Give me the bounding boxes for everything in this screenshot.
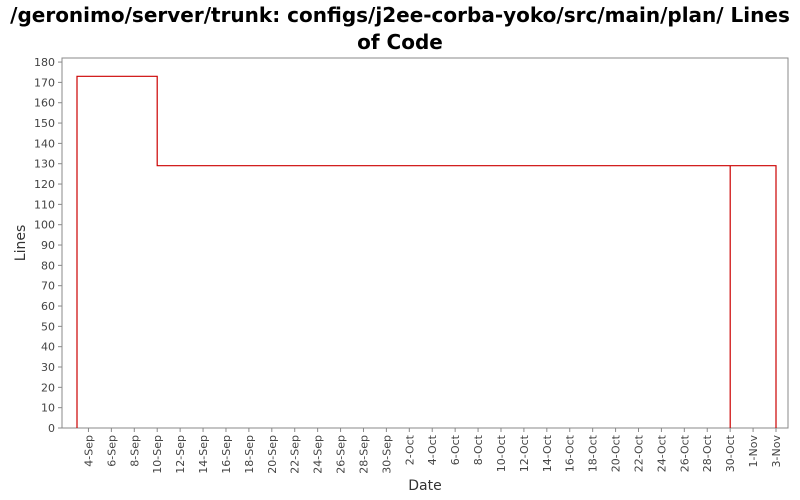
x-tick-label: 14-Sep xyxy=(197,435,210,474)
x-tick-label: 4-Sep xyxy=(82,435,95,467)
y-tick-label: 10 xyxy=(41,402,55,415)
y-tick-label: 40 xyxy=(41,341,55,354)
series-layer xyxy=(76,75,777,428)
y-tick-label: 120 xyxy=(34,178,55,191)
y-tick-label: 180 xyxy=(34,56,55,69)
x-tick-label: 4-Oct xyxy=(426,434,439,465)
x-axis: 4-Sep 6-Sep 8-Sep 10-Sep 12-Sep 14-Sep 16-Sep 1… xyxy=(82,428,783,474)
x-tick-label: 20-Oct xyxy=(610,434,623,472)
x-tick-label: 28-Oct xyxy=(701,434,714,472)
plot-area xyxy=(61,57,789,429)
x-tick-label: 26-Oct xyxy=(678,434,691,472)
x-tick-label: 16-Sep xyxy=(220,435,233,474)
y-tick-label: 170 xyxy=(34,76,55,89)
y-tick-label: 0 xyxy=(48,422,55,435)
x-tick-label: 30-Sep xyxy=(380,435,393,474)
x-axis-label: Date xyxy=(408,478,441,494)
y-axis-label: Lines xyxy=(13,225,29,261)
x-tick-label: 24-Sep xyxy=(312,435,325,474)
y-tick-label: 130 xyxy=(34,158,55,171)
y-tick-label: 50 xyxy=(41,320,55,333)
x-tick-label: 18-Oct xyxy=(587,434,600,472)
y-tick-label: 60 xyxy=(41,300,55,313)
y-tick-label: 20 xyxy=(41,381,55,394)
y-tick-label: 160 xyxy=(34,97,55,110)
x-tick-label: 24-Oct xyxy=(655,434,668,472)
x-tick-label: 8-Sep xyxy=(128,435,141,467)
x-tick-label: 14-Oct xyxy=(541,434,554,472)
series-line-0 xyxy=(76,75,777,428)
x-tick-label: 10-Oct xyxy=(495,434,508,472)
x-tick-label: 12-Oct xyxy=(518,434,531,472)
y-tick-label: 110 xyxy=(34,198,55,211)
x-tick-label: 6-Oct xyxy=(449,434,462,465)
y-tick-label: 150 xyxy=(34,117,55,130)
x-tick-label: 26-Sep xyxy=(335,435,348,474)
x-tick-label: 20-Sep xyxy=(266,435,279,474)
x-tick-label: 22-Sep xyxy=(289,435,302,474)
x-tick-label: 6-Sep xyxy=(105,435,118,467)
y-axis: 0 10 20 30 40 50 60 70 80 90 100 110 120 130 140 150 160… xyxy=(34,56,62,435)
x-tick-label: 16-Oct xyxy=(564,434,577,472)
y-tick-label: 100 xyxy=(34,219,55,232)
x-tick-label: 2-Oct xyxy=(403,434,416,465)
y-tick-label: 140 xyxy=(34,137,55,150)
y-tick-label: 90 xyxy=(41,239,55,252)
x-tick-label: 3-Nov xyxy=(770,435,783,468)
x-tick-label: 10-Sep xyxy=(151,435,164,474)
x-tick-label: 28-Sep xyxy=(357,435,370,474)
x-tick-label: 30-Oct xyxy=(724,434,737,472)
x-tick-label: 18-Sep xyxy=(243,435,256,474)
y-tick-label: 30 xyxy=(41,361,55,374)
x-tick-label: 8-Oct xyxy=(472,434,485,465)
chart-title: /geronimo/server/trunk: configs/j2ee-cor… xyxy=(10,3,790,54)
x-tick-label: 12-Sep xyxy=(174,435,187,474)
y-tick-label: 80 xyxy=(41,259,55,272)
x-tick-label: 1-Nov xyxy=(747,435,760,468)
y-tick-label: 70 xyxy=(41,280,55,293)
x-tick-label: 22-Oct xyxy=(632,434,645,472)
